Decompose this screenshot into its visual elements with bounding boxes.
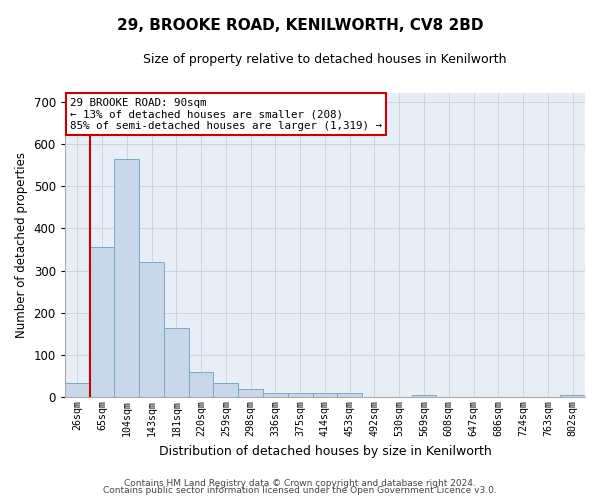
- Bar: [89, 248, 115, 398]
- Bar: [164, 328, 188, 398]
- Bar: [238, 389, 263, 398]
- Bar: [188, 372, 214, 398]
- Y-axis label: Number of detached properties: Number of detached properties: [15, 152, 28, 338]
- Bar: [139, 262, 164, 398]
- Bar: [263, 393, 288, 398]
- Title: Size of property relative to detached houses in Kenilworth: Size of property relative to detached ho…: [143, 52, 506, 66]
- Bar: [115, 158, 139, 398]
- Text: 29 BROOKE ROAD: 90sqm
← 13% of detached houses are smaller (208)
85% of semi-det: 29 BROOKE ROAD: 90sqm ← 13% of detached …: [70, 98, 382, 131]
- Bar: [313, 393, 337, 398]
- Bar: [214, 382, 238, 398]
- Bar: [288, 393, 313, 398]
- Bar: [412, 396, 436, 398]
- Bar: [65, 382, 89, 398]
- Text: Contains HM Land Registry data © Crown copyright and database right 2024.: Contains HM Land Registry data © Crown c…: [124, 478, 476, 488]
- Text: Contains public sector information licensed under the Open Government Licence v3: Contains public sector information licen…: [103, 486, 497, 495]
- Bar: [337, 393, 362, 398]
- X-axis label: Distribution of detached houses by size in Kenilworth: Distribution of detached houses by size …: [158, 444, 491, 458]
- Bar: [560, 396, 585, 398]
- Text: 29, BROOKE ROAD, KENILWORTH, CV8 2BD: 29, BROOKE ROAD, KENILWORTH, CV8 2BD: [117, 18, 483, 32]
